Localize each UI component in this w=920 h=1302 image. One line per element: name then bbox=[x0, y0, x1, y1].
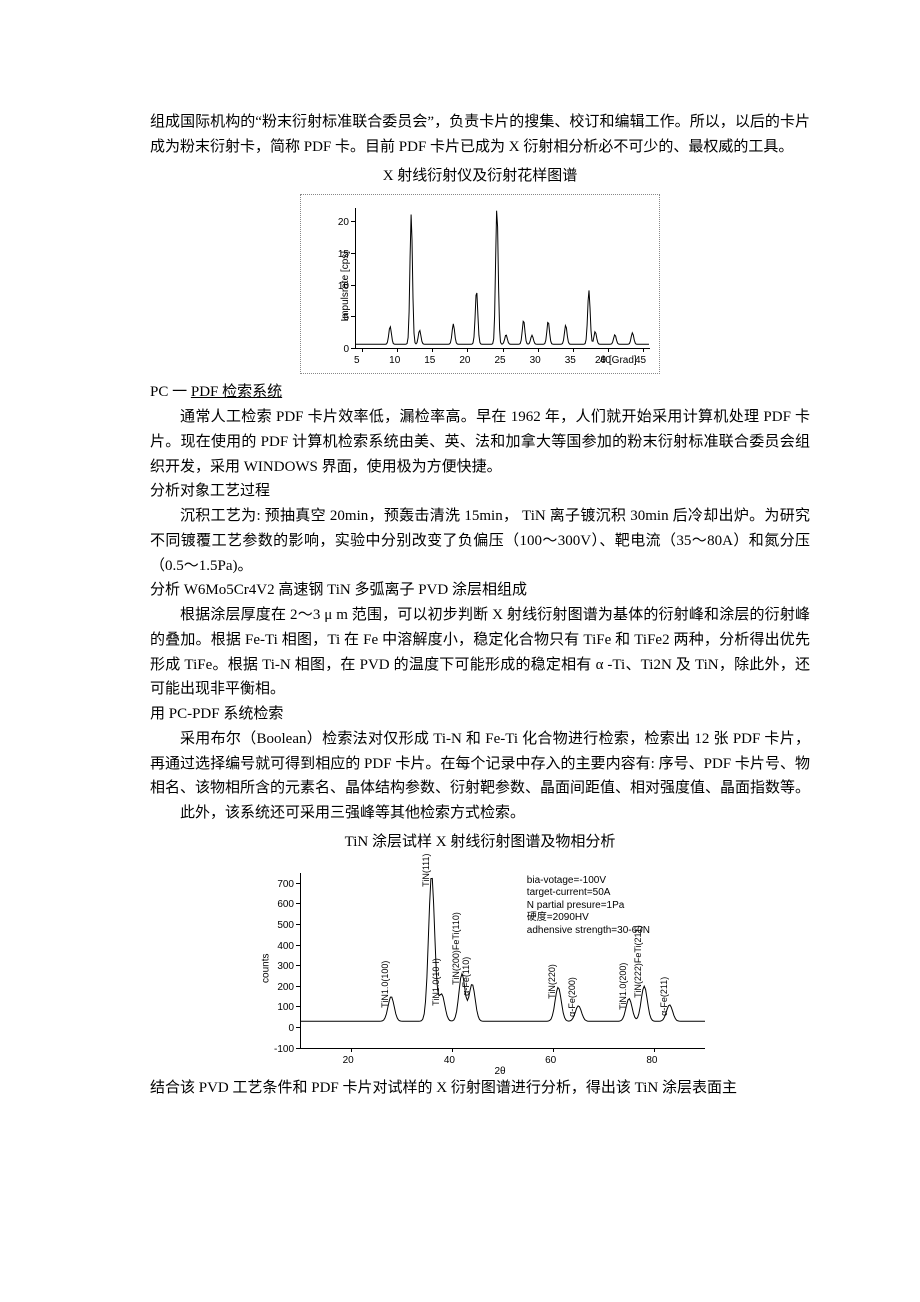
search-p2: 此外，该系统还可采用三强峰等其他检索方式检索。 bbox=[150, 801, 810, 826]
process-heading: 分析对象工艺过程 bbox=[150, 479, 810, 504]
chart2: -1000100200300400500600700204060802θcoun… bbox=[240, 861, 720, 1076]
pcpdf-underline: PDF 检索系统 bbox=[191, 384, 282, 400]
pcpdf-heading: PC 一 PDF 检索系统 bbox=[150, 380, 810, 405]
chart1-container: 05101520510152025303540452θ [Grad]Impuls… bbox=[150, 194, 810, 374]
pcpdf-heading-text: PC 一 PDF 检索系统 bbox=[150, 384, 282, 400]
chart1: 05101520510152025303540452θ [Grad]Impuls… bbox=[300, 194, 660, 374]
chart2-caption: TiN 涂层试样 X 射线衍射图谱及物相分析 bbox=[150, 830, 810, 855]
phase-heading: 分析 W6Mo5Cr4V2 高速钢 TiN 多弧离子 PVD 涂层相组成 bbox=[150, 578, 810, 603]
search-heading: 用 PC-PDF 系统检索 bbox=[150, 702, 810, 727]
chart2-container: -1000100200300400500600700204060802θcoun… bbox=[150, 861, 810, 1076]
process-p1: 沉积工艺为: 预抽真空 20min，预轰击清洗 15min， TiN 离子镀沉积… bbox=[150, 504, 810, 578]
intro-paragraph: 组成国际机构的“粉末衍射标准联合委员会”，负责卡片的搜集、校订和编辑工作。所以，… bbox=[150, 110, 810, 160]
search-p1: 采用布尔（Boolean）检索法对仅形成 Ti-N 和 Fe-Ti 化合物进行检… bbox=[150, 727, 810, 801]
chart1-caption: X 射线衍射仪及衍射花样图谱 bbox=[150, 164, 810, 189]
tail-paragraph: 结合该 PVD 工艺条件和 PDF 卡片对试样的 X 衍射图谱进行分析，得出该 … bbox=[150, 1076, 810, 1101]
phase-p1: 根据涂层厚度在 2～3 μ m 范围，可以初步判断 X 射线衍射图谱为基体的衍射… bbox=[150, 603, 810, 702]
pcpdf-p1: 通常人工检索 PDF 卡片效率低，漏检率高。早在 1962 年，人们就开始采用计… bbox=[150, 405, 810, 479]
